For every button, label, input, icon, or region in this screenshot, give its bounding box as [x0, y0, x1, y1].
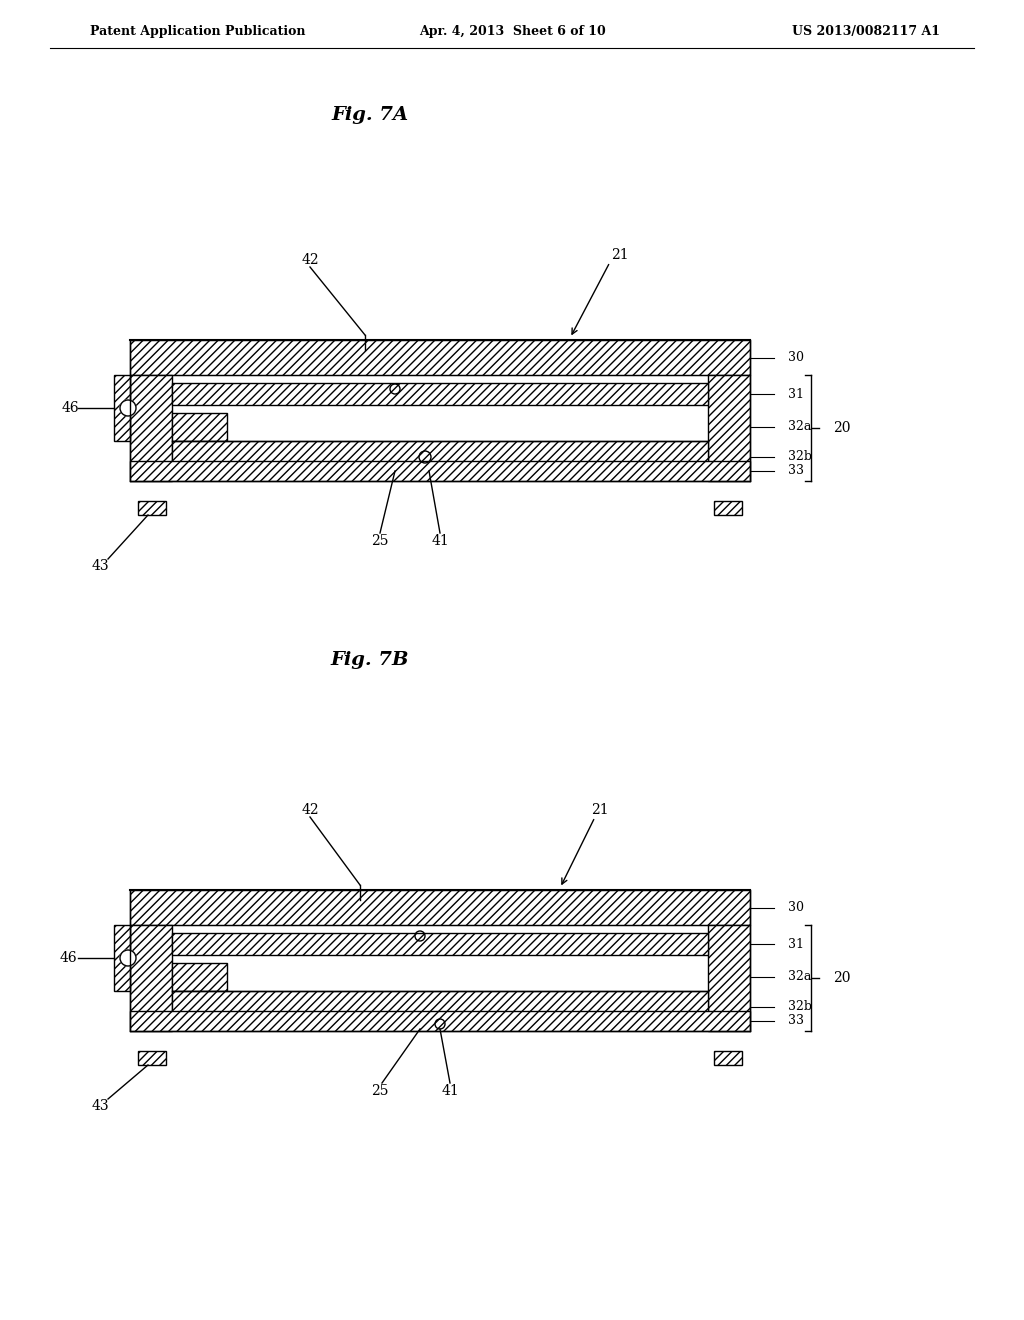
Bar — [714, 502, 742, 515]
Text: 41: 41 — [441, 1084, 459, 1098]
Bar — [172, 933, 708, 954]
Text: Apr. 4, 2013  Sheet 6 of 10: Apr. 4, 2013 Sheet 6 of 10 — [419, 25, 605, 38]
Bar — [130, 925, 172, 1031]
Bar — [130, 461, 750, 480]
Text: 42: 42 — [301, 253, 318, 267]
Bar — [130, 1011, 750, 1031]
Text: 46: 46 — [59, 950, 77, 965]
Bar — [714, 1051, 742, 1065]
Text: 33: 33 — [788, 465, 804, 478]
Text: 25: 25 — [372, 535, 389, 548]
Text: 20: 20 — [833, 421, 851, 436]
Bar — [172, 441, 708, 473]
Text: 43: 43 — [91, 558, 109, 573]
Text: 21: 21 — [611, 248, 629, 261]
Text: 32b: 32b — [788, 450, 812, 463]
Text: 46: 46 — [61, 401, 79, 414]
Text: US 2013/0082117 A1: US 2013/0082117 A1 — [792, 25, 940, 38]
Bar — [172, 991, 708, 1023]
Text: 20: 20 — [833, 972, 851, 985]
Text: Fig. 7B: Fig. 7B — [331, 651, 410, 669]
Text: 42: 42 — [301, 803, 318, 817]
Bar — [708, 375, 750, 480]
Bar — [130, 890, 750, 925]
Bar — [172, 413, 227, 441]
Bar — [708, 925, 750, 1031]
Bar — [138, 1051, 166, 1065]
Bar — [138, 502, 166, 515]
Text: 32b: 32b — [788, 1001, 812, 1014]
Bar — [172, 964, 227, 991]
Bar — [130, 341, 750, 375]
Text: 41: 41 — [431, 535, 449, 548]
Text: 25: 25 — [372, 1084, 389, 1098]
Circle shape — [120, 400, 136, 416]
Text: Fig. 7A: Fig. 7A — [332, 106, 409, 124]
Text: 32a: 32a — [788, 421, 811, 433]
Text: 33: 33 — [788, 1015, 804, 1027]
Bar — [114, 375, 130, 441]
Text: 30: 30 — [788, 902, 804, 913]
Text: 43: 43 — [91, 1100, 109, 1113]
Text: 31: 31 — [788, 388, 804, 400]
Bar — [114, 925, 130, 991]
Text: 21: 21 — [591, 803, 609, 817]
Text: 32a: 32a — [788, 970, 811, 983]
Text: Patent Application Publication: Patent Application Publication — [90, 25, 305, 38]
Text: 31: 31 — [788, 937, 804, 950]
Bar — [172, 383, 708, 405]
Circle shape — [120, 950, 136, 966]
Text: 30: 30 — [788, 351, 804, 364]
Bar — [130, 375, 172, 480]
